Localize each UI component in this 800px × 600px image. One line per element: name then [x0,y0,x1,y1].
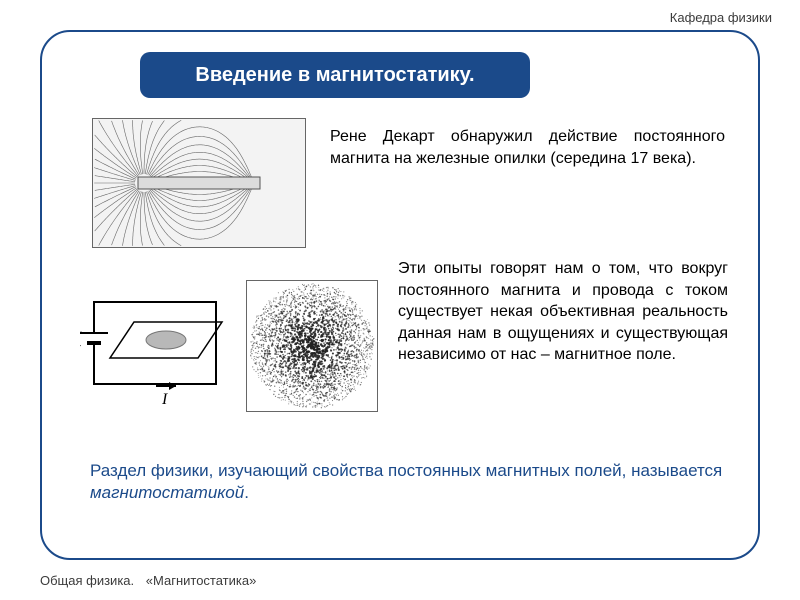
paragraph-descartes: Рене Декарт обнаружил действие постоянно… [330,126,725,169]
department-label: Кафедра физики [670,10,772,25]
circuit-svg: –+I [80,284,230,404]
definition-term: магнитостатикой [90,483,244,502]
slide-title: Введение в магнитостатику. [195,64,474,87]
paragraph-experiments: Эти опыты говорят нам о том, что вокруг … [398,258,728,366]
figure-circuit: –+I [80,284,230,404]
svg-text:I: I [161,391,168,404]
magnet-field-svg [93,119,305,247]
footer-topic: «Магнитостатика» [146,573,257,588]
svg-text:+: + [80,338,81,355]
figure-wire-filings [246,280,378,412]
slide: Кафедра физики Введение в магнитостатику… [0,0,800,600]
footer-course: Общая физика. [40,573,134,588]
footer: Общая физика. «Магнитостатика» [40,573,256,588]
title-bar: Введение в магнитостатику. [140,52,530,98]
figure-magnet-field [92,118,306,248]
definition-text-b: . [244,483,249,502]
paragraph-definition: Раздел физики, изучающий свойства постоя… [90,460,730,504]
definition-text-a: Раздел физики, изучающий свойства постоя… [90,461,722,480]
wire-filings-svg [247,281,377,411]
